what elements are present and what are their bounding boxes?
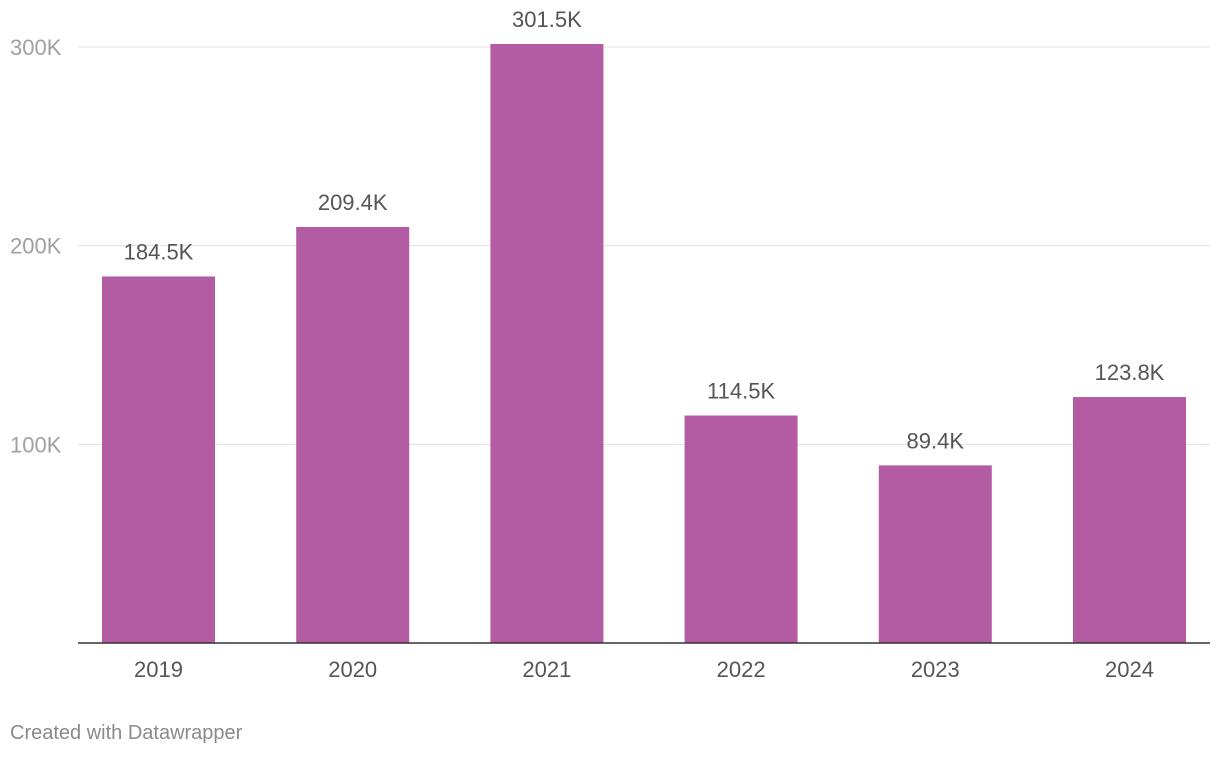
x-tick-label-2020: 2020 [328,657,377,682]
bar-2020 [296,226,410,643]
datawrapper-credit: Created with Datawrapper [10,722,243,744]
y-grid: 100K 200K 300K [10,35,1210,457]
y-tick-label: 100K [10,432,62,457]
bar-2024 [1073,397,1186,643]
data-label-2022: 114.5K [707,379,775,404]
x-tick-label-2024: 2024 [1105,657,1154,682]
y-tick-label: 200K [10,234,62,259]
data-labels: 184.5K 209.4K 301.5K 114.5K 89.4K 123.8K [124,7,1165,453]
bar-2022 [684,415,798,643]
data-label-2021: 301.5K [512,7,582,32]
y-tick-label: 300K [10,35,62,60]
bar-2023 [878,465,992,643]
bar-chart: 100K 200K 300K 184.5K 209.4K 301.5K 114.5K 89.… [10,7,1210,682]
bars [102,44,1186,643]
x-tick-label-2022: 2022 [717,657,766,682]
x-tick-label-2019: 2019 [134,657,183,682]
bar-2021 [490,44,604,643]
data-label-2019: 184.5K [124,239,194,264]
data-label-2020: 209.4K [318,190,388,215]
bar-2019 [102,276,215,643]
x-tick-label-2021: 2021 [522,657,571,682]
data-label-2023: 89.4K [907,428,965,453]
x-axis: 2019 2020 2021 2022 2023 2024 [78,642,1210,682]
data-label-2024: 123.8K [1095,360,1165,385]
x-tick-label-2023: 2023 [911,657,960,682]
